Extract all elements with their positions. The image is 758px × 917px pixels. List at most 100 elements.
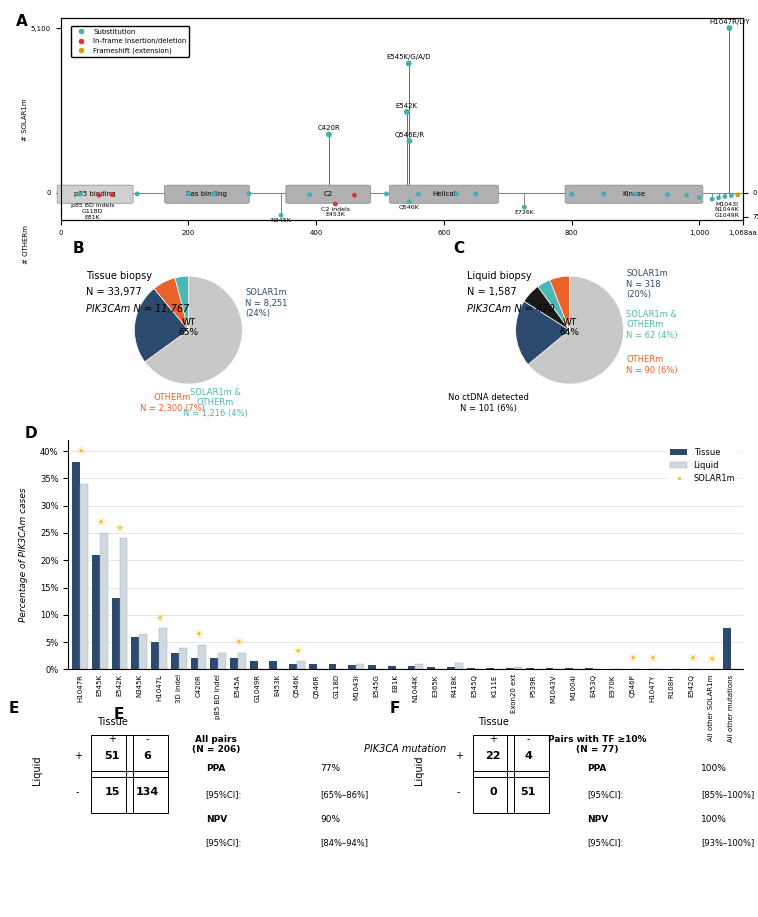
Text: Liquid: Liquid xyxy=(414,756,424,786)
Text: ☀: ☀ xyxy=(193,631,203,640)
Text: C2 indels
E453K: C2 indels E453K xyxy=(321,206,349,217)
Bar xyxy=(72,462,80,669)
Text: 22: 22 xyxy=(486,751,501,761)
Text: WT
64%: WT 64% xyxy=(559,317,580,337)
Point xyxy=(725,188,738,203)
Wedge shape xyxy=(538,280,569,330)
Bar xyxy=(447,668,455,669)
Wedge shape xyxy=(175,276,189,330)
Point xyxy=(403,134,415,149)
Text: Q546E/R: Q546E/R xyxy=(394,132,424,138)
Bar xyxy=(92,735,133,777)
Point xyxy=(403,194,415,209)
Bar xyxy=(408,666,415,669)
Text: 90%: 90% xyxy=(320,815,340,824)
Bar xyxy=(80,484,88,669)
Text: Q546K: Q546K xyxy=(399,204,420,209)
Text: Tissue: Tissue xyxy=(97,717,127,727)
Point xyxy=(450,186,462,201)
Bar xyxy=(415,664,423,669)
Text: 0: 0 xyxy=(490,787,497,797)
Bar xyxy=(506,668,514,669)
Point xyxy=(402,56,415,71)
Point xyxy=(662,187,674,202)
Bar xyxy=(487,668,494,669)
Text: WT
65%: WT 65% xyxy=(178,317,199,337)
Text: A: A xyxy=(16,15,28,29)
Text: +: + xyxy=(490,735,497,744)
Legend: Substitution, In-frame insertion/deletion, Frameshift (extension): Substitution, In-frame insertion/deletio… xyxy=(71,26,190,57)
Wedge shape xyxy=(154,278,189,330)
Point xyxy=(243,186,255,201)
Text: H1047R/L/Y: H1047R/L/Y xyxy=(709,18,750,25)
Text: PIK3CAm N = 470: PIK3CAm N = 470 xyxy=(467,304,555,314)
Bar xyxy=(388,666,396,669)
Text: 51: 51 xyxy=(105,751,120,761)
Bar xyxy=(171,653,179,669)
FancyBboxPatch shape xyxy=(286,185,371,204)
Bar xyxy=(210,658,218,669)
Text: 4: 4 xyxy=(524,751,532,761)
Text: ☀: ☀ xyxy=(687,655,697,665)
Point xyxy=(713,191,725,205)
Text: N = 33,977: N = 33,977 xyxy=(86,287,142,297)
Text: [65%–86%]: [65%–86%] xyxy=(320,790,368,799)
Point xyxy=(719,189,731,204)
Text: # OTHERm: # OTHERm xyxy=(23,226,29,264)
FancyBboxPatch shape xyxy=(390,185,499,204)
Bar xyxy=(100,533,108,669)
Text: SOLAR1m
N = 8,251
(24%): SOLAR1m N = 8,251 (24%) xyxy=(245,288,287,318)
Text: ☀: ☀ xyxy=(233,638,243,648)
Y-axis label: # SOLAR1m: # SOLAR1m xyxy=(22,98,28,140)
Bar xyxy=(269,661,277,669)
Text: OTHERm
N = 2,300 (7%): OTHERm N = 2,300 (7%) xyxy=(139,393,205,413)
Bar xyxy=(723,628,731,669)
Bar xyxy=(92,555,100,669)
Point xyxy=(74,187,86,202)
Text: 15: 15 xyxy=(105,787,120,797)
Text: [95%CI]:: [95%CI]: xyxy=(205,790,242,799)
Text: M1043I
N1044K
G1049R: M1043I N1044K G1049R xyxy=(715,202,739,218)
Bar xyxy=(356,664,364,669)
Bar xyxy=(249,661,258,669)
Bar xyxy=(126,735,168,777)
X-axis label: PIK3CA mutation: PIK3CA mutation xyxy=(365,745,446,755)
Bar xyxy=(111,599,120,669)
Text: Ras binding: Ras binding xyxy=(186,192,227,197)
Text: NPV: NPV xyxy=(205,815,227,824)
Text: +: + xyxy=(108,735,116,744)
Wedge shape xyxy=(145,276,243,384)
Text: Liquid biopsy: Liquid biopsy xyxy=(467,271,531,282)
Bar xyxy=(297,661,305,669)
Text: [95%CI]:: [95%CI]: xyxy=(587,790,623,799)
Text: Tissue biopsy: Tissue biopsy xyxy=(86,271,152,282)
Bar xyxy=(190,658,199,669)
Bar xyxy=(472,770,514,812)
Text: All pairs
(N = 206): All pairs (N = 206) xyxy=(192,735,240,755)
Bar xyxy=(238,653,246,669)
Text: +: + xyxy=(74,751,82,761)
Text: 134: 134 xyxy=(135,787,158,797)
Text: ☀: ☀ xyxy=(628,655,637,665)
FancyBboxPatch shape xyxy=(565,185,703,204)
Bar xyxy=(199,645,206,669)
Point xyxy=(401,105,413,119)
Bar xyxy=(126,770,168,812)
Text: ☀: ☀ xyxy=(292,646,302,657)
Text: C420R: C420R xyxy=(318,126,340,131)
Point xyxy=(629,187,641,202)
Bar xyxy=(368,665,376,669)
Point xyxy=(412,187,424,202)
Point xyxy=(694,190,706,204)
Bar xyxy=(585,668,593,669)
Point xyxy=(329,196,341,211)
Text: F: F xyxy=(390,702,399,716)
Text: C2: C2 xyxy=(324,192,333,197)
Text: SOLAR1m
N = 318
(20%): SOLAR1m N = 318 (20%) xyxy=(626,270,668,299)
FancyBboxPatch shape xyxy=(58,185,133,204)
Wedge shape xyxy=(524,286,569,330)
Text: SOLAR1m &
OTHERm
N = 62 (4%): SOLAR1m & OTHERm N = 62 (4%) xyxy=(626,310,678,339)
Bar xyxy=(309,664,317,669)
Point xyxy=(304,187,316,202)
Text: E: E xyxy=(114,708,124,723)
